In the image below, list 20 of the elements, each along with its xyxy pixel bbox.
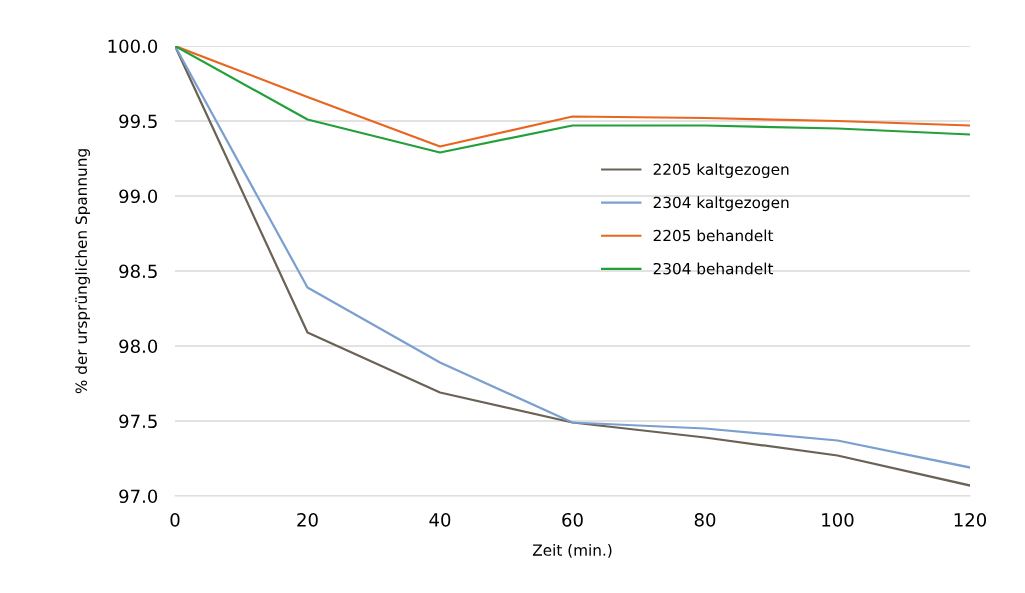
x-tick-label: 60 [562, 512, 583, 527]
x-axis-title: Zeit (min.) [532, 544, 612, 558]
y-tick-label: 99.0 [119, 189, 158, 204]
y-tick-label: 97.5 [119, 414, 157, 429]
y-tick-label: 99.5 [119, 114, 157, 129]
legend-label: 2304 kaltgezogen [653, 196, 789, 212]
y-axis-title: % der ursprünglichen Spannung [75, 149, 90, 394]
legend-label: 2205 kaltgezogen [653, 163, 789, 179]
legend-label: 2304 behandelt [653, 262, 774, 275]
x-tick-label: 120 [954, 512, 987, 527]
x-tick-label: 20 [297, 512, 318, 527]
legend-label: 2205 behandelt [653, 229, 774, 242]
y-tick-label: 98.0 [119, 339, 158, 354]
x-tick-label: 80 [694, 512, 716, 527]
y-tick-label: 100.0 [108, 39, 158, 54]
y-tick-label: 98.5 [119, 264, 157, 279]
y-tick-label: 97.0 [119, 489, 158, 504]
x-tick-label: 100 [822, 512, 854, 527]
x-tick-label: 0 [170, 512, 180, 527]
x-tick-label: 40 [429, 512, 451, 527]
